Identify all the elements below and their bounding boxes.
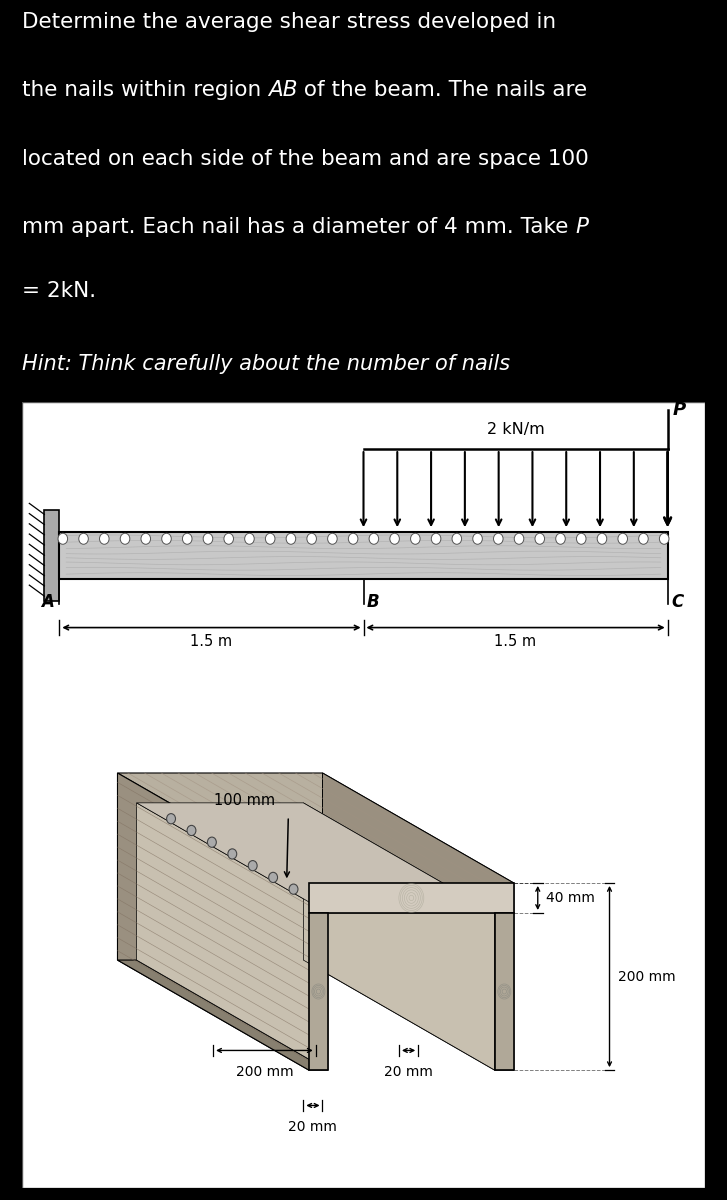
Circle shape bbox=[638, 533, 648, 545]
Circle shape bbox=[618, 533, 627, 545]
Text: C: C bbox=[671, 593, 683, 611]
Text: P: P bbox=[575, 217, 588, 238]
Text: located on each side of the beam and are space 100: located on each side of the beam and are… bbox=[22, 149, 589, 169]
Circle shape bbox=[207, 838, 217, 847]
Circle shape bbox=[182, 533, 192, 545]
Circle shape bbox=[245, 533, 254, 545]
Polygon shape bbox=[309, 913, 328, 1070]
Circle shape bbox=[514, 533, 524, 545]
Polygon shape bbox=[323, 773, 514, 1070]
Circle shape bbox=[555, 533, 566, 545]
Polygon shape bbox=[309, 883, 514, 913]
Circle shape bbox=[228, 848, 237, 859]
Circle shape bbox=[597, 533, 607, 545]
Circle shape bbox=[187, 826, 196, 835]
Circle shape bbox=[203, 533, 213, 545]
Circle shape bbox=[286, 533, 296, 545]
Circle shape bbox=[224, 533, 233, 545]
Text: A: A bbox=[41, 593, 54, 611]
Text: 100 mm: 100 mm bbox=[214, 793, 275, 809]
Text: transferring shear stress from board-to-board.: transferring shear stress from board-to-… bbox=[22, 422, 505, 442]
Polygon shape bbox=[137, 803, 494, 913]
Text: 20 mm: 20 mm bbox=[289, 1120, 337, 1134]
Circle shape bbox=[431, 533, 441, 545]
Circle shape bbox=[100, 533, 109, 545]
Text: 2 kN/m: 2 kN/m bbox=[486, 422, 545, 437]
Bar bbox=[60, 532, 667, 578]
Circle shape bbox=[307, 533, 316, 545]
Text: 200 mm: 200 mm bbox=[618, 970, 675, 984]
Circle shape bbox=[535, 533, 545, 545]
Circle shape bbox=[269, 872, 278, 882]
Polygon shape bbox=[303, 960, 514, 1070]
Text: P: P bbox=[673, 401, 686, 419]
Circle shape bbox=[494, 533, 503, 545]
Text: B: B bbox=[367, 593, 379, 611]
Circle shape bbox=[58, 533, 68, 545]
Circle shape bbox=[79, 533, 89, 545]
Circle shape bbox=[141, 533, 150, 545]
Text: 200 mm: 200 mm bbox=[236, 1064, 293, 1079]
Circle shape bbox=[577, 533, 586, 545]
Text: 1.5 m: 1.5 m bbox=[190, 634, 233, 649]
Polygon shape bbox=[137, 803, 328, 1070]
Circle shape bbox=[265, 533, 275, 545]
Circle shape bbox=[452, 533, 462, 545]
Text: mm apart. Each nail has a diameter of 4 mm. Take: mm apart. Each nail has a diameter of 4 … bbox=[22, 217, 575, 238]
Text: of the beam. The nails are: of the beam. The nails are bbox=[297, 80, 587, 101]
Text: the nails within region: the nails within region bbox=[22, 80, 268, 101]
Circle shape bbox=[411, 533, 420, 545]
Text: AB: AB bbox=[268, 80, 297, 101]
Circle shape bbox=[369, 533, 379, 545]
Polygon shape bbox=[118, 773, 514, 883]
Circle shape bbox=[328, 533, 337, 545]
Circle shape bbox=[161, 533, 172, 545]
Circle shape bbox=[248, 860, 257, 871]
Circle shape bbox=[473, 533, 482, 545]
Text: Determine the average shear stress developed in: Determine the average shear stress devel… bbox=[22, 12, 556, 32]
Circle shape bbox=[659, 533, 669, 545]
Text: = 2kN.: = 2kN. bbox=[22, 281, 96, 301]
Circle shape bbox=[390, 533, 399, 545]
Polygon shape bbox=[494, 913, 514, 1070]
Circle shape bbox=[120, 533, 130, 545]
Polygon shape bbox=[118, 773, 309, 1070]
Circle shape bbox=[289, 884, 298, 894]
Circle shape bbox=[348, 533, 358, 545]
Text: 20 mm: 20 mm bbox=[384, 1064, 433, 1079]
Bar bbox=[44, 510, 60, 601]
Text: Hint: Think carefully about the number of nails: Hint: Think carefully about the number o… bbox=[22, 354, 510, 373]
Circle shape bbox=[166, 814, 175, 824]
Text: 1.5 m: 1.5 m bbox=[494, 634, 537, 649]
Polygon shape bbox=[303, 803, 494, 1070]
Polygon shape bbox=[118, 960, 328, 1070]
Text: 40 mm: 40 mm bbox=[546, 890, 595, 905]
